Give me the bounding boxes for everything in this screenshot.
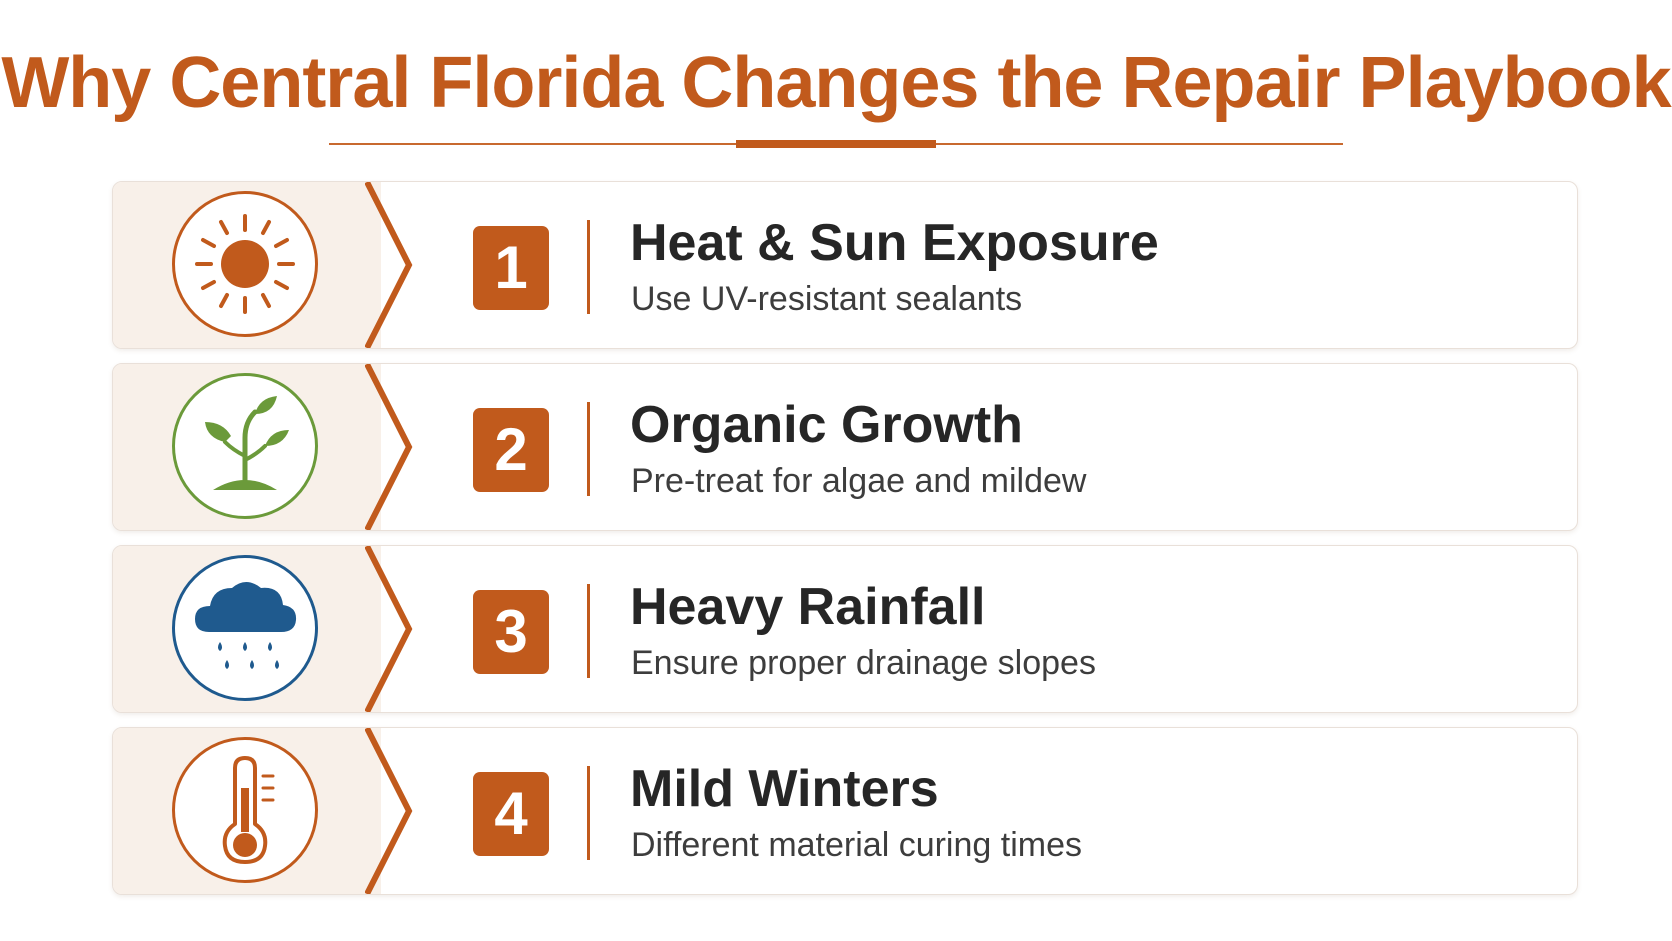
chevron-arrow-icon [365,364,413,530]
card-subtext: Pre-treat for algae and mildew [631,462,1087,500]
plant-icon [172,373,318,519]
step-number-badge: 2 [473,408,549,492]
factor-card-heat: 1 Heat & Sun Exposure Use UV-resistant s… [112,181,1578,349]
thermometer-icon [172,737,318,883]
chevron-arrow-icon [365,728,413,894]
chevron-arrow-icon [365,546,413,712]
card-heading: Heat & Sun Exposure [630,214,1159,272]
card-divider [587,584,590,678]
card-divider [587,220,590,314]
card-subtext: Use UV-resistant sealants [631,280,1023,318]
factor-card-rain: 3 Heavy Rainfall Ensure proper drainage … [112,545,1578,713]
card-subtext: Ensure proper drainage slopes [631,644,1096,682]
chevron-arrow-icon [365,182,413,348]
step-number-badge: 3 [473,590,549,674]
step-number-badge: 4 [473,772,549,856]
card-divider [587,766,590,860]
title-rule-accent [736,140,936,148]
card-divider [587,402,590,496]
step-number-badge: 1 [473,226,549,310]
card-subtext: Different material curing times [631,826,1082,864]
page-title: Why Central Florida Changes the Repair P… [1,43,1671,123]
card-heading: Heavy Rainfall [630,578,986,636]
sun-icon [172,191,318,337]
factor-card-winter: 4 Mild Winters Different material curing… [112,727,1578,895]
card-heading: Organic Growth [630,396,1023,454]
rain-cloud-icon [172,555,318,701]
factor-card-growth: 2 Organic Growth Pre-treat for algae and… [112,363,1578,531]
card-heading: Mild Winters [630,760,939,818]
